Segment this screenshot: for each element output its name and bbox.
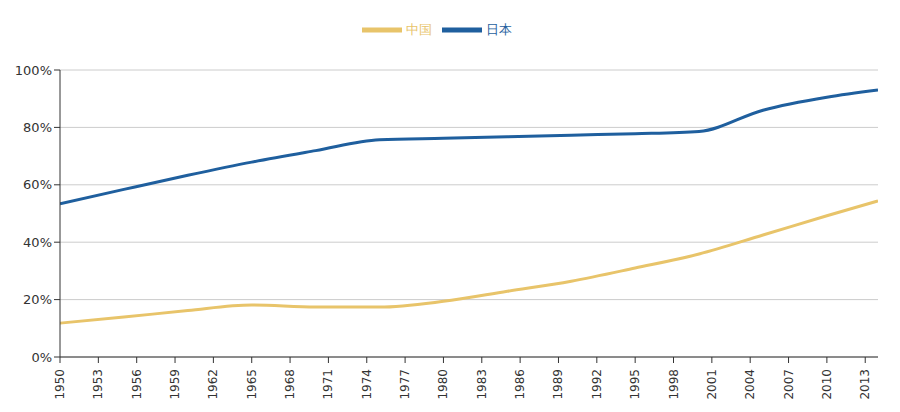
svg-text:1977: 1977 (398, 369, 412, 400)
html-text:日本: 日本 (485, 21, 512, 37)
svg-text:1995: 1995 (628, 369, 642, 400)
svg-text:2010: 2010 (820, 369, 834, 400)
svg-text:1971: 1971 (321, 369, 335, 400)
svg-text:1998: 1998 (667, 369, 681, 400)
svg-text:1986: 1986 (513, 369, 527, 400)
svg-text:1992: 1992 (590, 369, 604, 400)
svg-text:2013: 2013 (858, 369, 872, 400)
svg-text:100%: 100% (15, 63, 52, 78)
svg-text:60%: 60% (23, 177, 52, 192)
svg-text:2001: 2001 (705, 369, 719, 400)
svg-text:1974: 1974 (360, 369, 374, 400)
svg-text:20%: 20% (23, 292, 52, 307)
svg-text:1965: 1965 (245, 369, 259, 400)
svg-text:80%: 80% (23, 120, 52, 135)
svg-text:1962: 1962 (206, 369, 220, 400)
svg-text:2007: 2007 (782, 369, 796, 400)
svg-text:2004: 2004 (743, 369, 757, 400)
html-text:中国: 中国 (405, 21, 432, 37)
svg-text:1956: 1956 (130, 369, 144, 400)
svg-text:0%: 0% (31, 350, 52, 365)
svg-text:1959: 1959 (168, 369, 182, 400)
svg-text:1968: 1968 (283, 369, 297, 400)
svg-text:1980: 1980 (436, 369, 450, 400)
svg-text:1989: 1989 (551, 369, 565, 400)
svg-text:1950: 1950 (53, 369, 67, 400)
svg-text:1983: 1983 (475, 369, 489, 400)
svg-text:40%: 40% (23, 235, 52, 250)
svg-text:1953: 1953 (91, 369, 105, 400)
